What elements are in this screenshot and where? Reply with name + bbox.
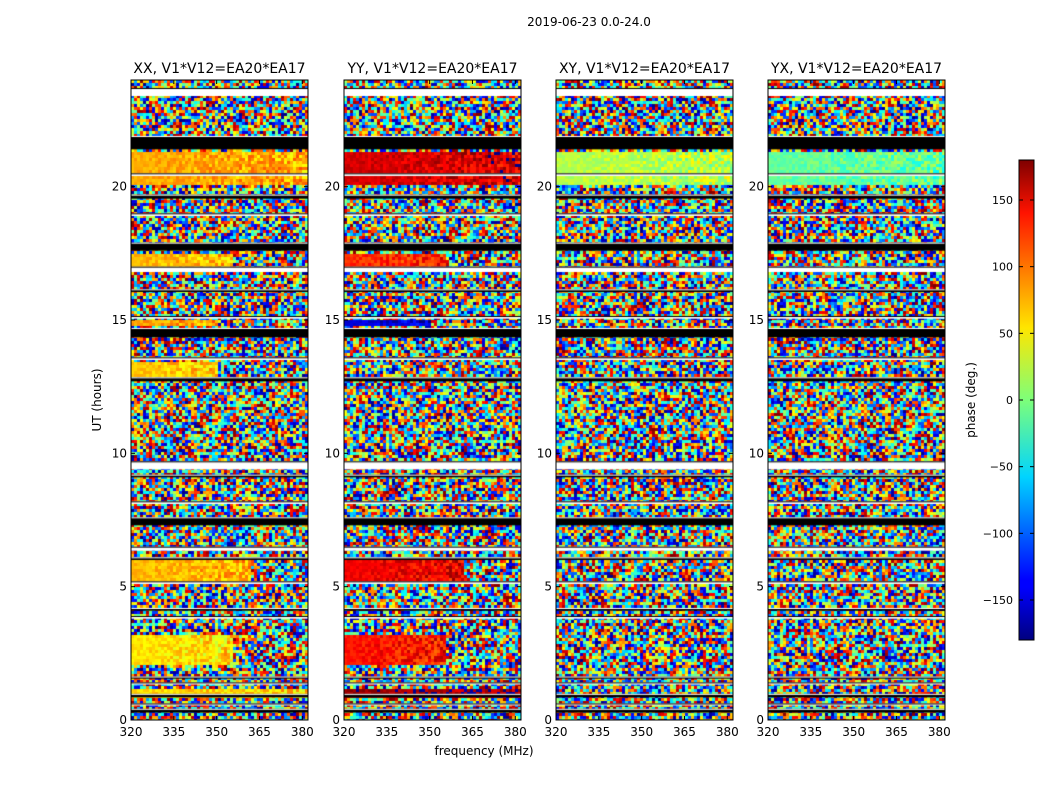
x-tick-label: 380 xyxy=(291,725,314,739)
y-tick-label: 20 xyxy=(749,180,764,194)
phase-raster xyxy=(768,80,945,720)
x-tick-label: 320 xyxy=(757,725,780,739)
y-tick-label: 0 xyxy=(756,713,764,727)
phase-raster xyxy=(344,80,521,720)
x-tick-label: 350 xyxy=(842,725,865,739)
colorbar-label: phase (deg.) xyxy=(964,362,978,438)
x-tick-label: 320 xyxy=(333,725,356,739)
x-tick-label: 335 xyxy=(375,725,398,739)
y-tick-label: 20 xyxy=(325,180,340,194)
y-tick-label: 10 xyxy=(749,446,764,460)
colorbar-tick-label: −150 xyxy=(983,594,1013,607)
panel-yy: YY, V1*V12=EA20*EA17 320 335 350 365 380 0 5 10 1… xyxy=(325,61,527,739)
colorbar-tick-label: −50 xyxy=(990,461,1013,474)
y-tick-label: 15 xyxy=(537,313,552,327)
panel-xx: XX, V1*V12=EA20*EA17 320 335 350 365 380 0 5 10 1… xyxy=(112,61,314,739)
y-tick-label: 15 xyxy=(325,313,340,327)
x-tick-label: 320 xyxy=(120,725,143,739)
y-tick-label: 20 xyxy=(537,180,552,194)
y-tick-label: 15 xyxy=(112,313,127,327)
panel-title: XY, V1*V12=EA20*EA17 xyxy=(559,61,730,77)
y-tick-label: 5 xyxy=(119,580,127,594)
panel-frame xyxy=(130,79,309,721)
x-tick-label: 350 xyxy=(418,725,441,739)
y-tick-label: 10 xyxy=(537,446,552,460)
phase-raster xyxy=(556,80,733,720)
x-tick-label: 380 xyxy=(504,725,527,739)
panel-frame xyxy=(343,79,522,721)
panel-yx: YX, V1*V12=EA20*EA17 320 335 350 365 380 0 5 10 1… xyxy=(749,61,951,739)
x-tick-label: 335 xyxy=(587,725,610,739)
panel-frame xyxy=(555,79,734,721)
panel-title: YX, V1*V12=EA20*EA17 xyxy=(770,61,942,77)
y-tick-label: 0 xyxy=(119,713,127,727)
x-axis-label: frequency (MHz) xyxy=(434,744,533,758)
x-tick-label: 380 xyxy=(716,725,739,739)
x-tick-label: 350 xyxy=(205,725,228,739)
x-tick-label: 350 xyxy=(630,725,653,739)
x-tick-label: 320 xyxy=(545,725,568,739)
colorbar-tick-label: 150 xyxy=(992,194,1013,207)
colorbar-ticks: 150 100 50 0 −50 −100 −150 xyxy=(983,194,1034,607)
phase-image xyxy=(131,80,308,720)
panel-frame xyxy=(767,79,946,721)
y-tick-label: 5 xyxy=(756,580,764,594)
colorbar-tick-label: 100 xyxy=(992,261,1013,274)
y-axis-label: UT (hours) xyxy=(90,368,104,431)
figure-suptitle: 2019-06-23 0.0-24.0 xyxy=(527,15,651,29)
y-tick-label: 20 xyxy=(112,180,127,194)
phase-image xyxy=(768,80,945,720)
x-tick-label: 335 xyxy=(799,725,822,739)
colorbar-tick-label: 50 xyxy=(999,327,1013,340)
phase-image xyxy=(344,80,521,720)
x-tick-label: 365 xyxy=(248,725,271,739)
panels: XX, V1*V12=EA20*EA17 320 335 350 365 380 0 5 10 1… xyxy=(112,61,951,739)
panel-title: YY, V1*V12=EA20*EA17 xyxy=(346,61,517,77)
y-tick-label: 0 xyxy=(332,713,340,727)
phase-raster xyxy=(131,80,308,720)
colorbar: 150 100 50 0 −50 −100 −150 phase (deg.) xyxy=(964,159,1035,641)
x-tick-label: 365 xyxy=(461,725,484,739)
y-tick-label: 15 xyxy=(749,313,764,327)
panel-title: XX, V1*V12=EA20*EA17 xyxy=(133,61,305,77)
x-tick-label: 380 xyxy=(928,725,951,739)
colorbar-tick-label: 0 xyxy=(1006,394,1013,407)
x-tick-label: 335 xyxy=(162,725,185,739)
x-tick-label: 365 xyxy=(673,725,696,739)
y-tick-label: 10 xyxy=(112,446,127,460)
y-tick-label: 0 xyxy=(544,713,552,727)
y-tick-label: 10 xyxy=(325,446,340,460)
panel-xy: XY, V1*V12=EA20*EA17 320 335 350 365 380 0 5 10 1… xyxy=(537,61,739,739)
y-tick-label: 5 xyxy=(332,580,340,594)
x-tick-label: 365 xyxy=(885,725,908,739)
phase-image xyxy=(556,80,733,720)
colorbar-tick-label: −100 xyxy=(983,527,1013,540)
y-tick-label: 5 xyxy=(544,580,552,594)
